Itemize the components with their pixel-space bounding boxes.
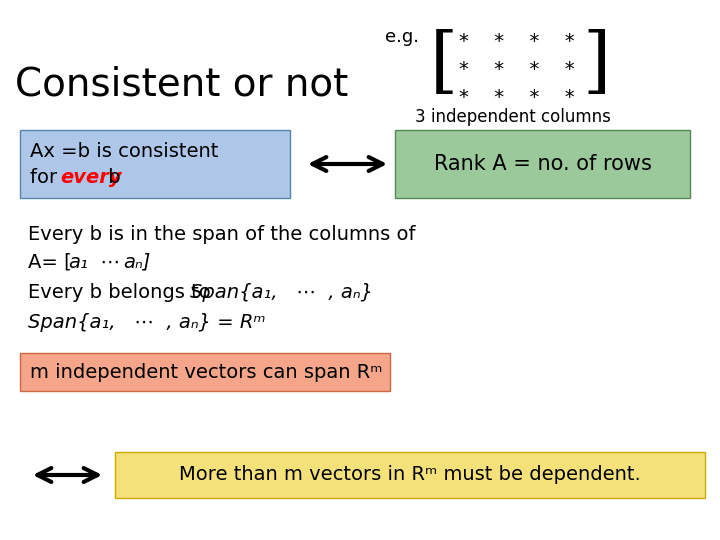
Text: Every b belongs to: Every b belongs to xyxy=(28,283,217,302)
Text: Rank A = no. of rows: Rank A = no. of rows xyxy=(433,154,652,174)
Text: Span{a₁,   ⋯  , aₙ}: Span{a₁, ⋯ , aₙ} xyxy=(190,283,373,302)
Text: A= [: A= [ xyxy=(28,253,71,272)
Text: *  *  *  *: * * * * xyxy=(458,60,575,79)
Text: a₁: a₁ xyxy=(68,253,88,272)
FancyBboxPatch shape xyxy=(115,452,705,498)
FancyBboxPatch shape xyxy=(20,353,390,391)
Text: aₙ]: aₙ] xyxy=(123,253,150,272)
Text: for: for xyxy=(30,168,63,187)
Text: *  *  *  *: * * * * xyxy=(458,88,575,107)
Text: e.g.: e.g. xyxy=(385,28,419,46)
Text: b: b xyxy=(102,168,121,187)
Text: 3 independent columns: 3 independent columns xyxy=(415,108,611,126)
Text: Every b is in the span of the columns of: Every b is in the span of the columns of xyxy=(28,225,415,244)
FancyBboxPatch shape xyxy=(20,130,290,198)
Text: Consistent or not: Consistent or not xyxy=(15,65,348,103)
Text: m independent vectors can span Rᵐ: m independent vectors can span Rᵐ xyxy=(30,362,382,381)
Text: Span{a₁,   ⋯  , aₙ} = Rᵐ: Span{a₁, ⋯ , aₙ} = Rᵐ xyxy=(28,313,266,332)
Text: ⋯: ⋯ xyxy=(88,253,132,272)
Text: [: [ xyxy=(430,28,458,98)
Text: ]: ] xyxy=(582,28,611,98)
Text: More than m vectors in Rᵐ must be dependent.: More than m vectors in Rᵐ must be depend… xyxy=(179,465,641,484)
Text: every: every xyxy=(60,168,122,187)
FancyBboxPatch shape xyxy=(395,130,690,198)
Text: Ax =b is consistent: Ax =b is consistent xyxy=(30,142,218,161)
Text: *  *  *  *: * * * * xyxy=(458,32,575,51)
